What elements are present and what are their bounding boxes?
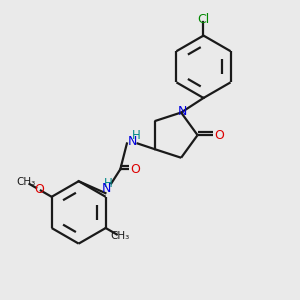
Text: Cl: Cl: [197, 13, 210, 26]
Text: CH₃: CH₃: [110, 231, 130, 241]
Text: O: O: [34, 183, 44, 196]
Text: N: N: [128, 135, 137, 148]
Text: N: N: [102, 182, 112, 195]
Text: O: O: [130, 163, 140, 176]
Text: O: O: [214, 129, 224, 142]
Text: H: H: [131, 129, 140, 142]
Text: CH₃: CH₃: [17, 177, 36, 187]
Text: N: N: [178, 104, 187, 118]
Text: H: H: [104, 177, 113, 190]
